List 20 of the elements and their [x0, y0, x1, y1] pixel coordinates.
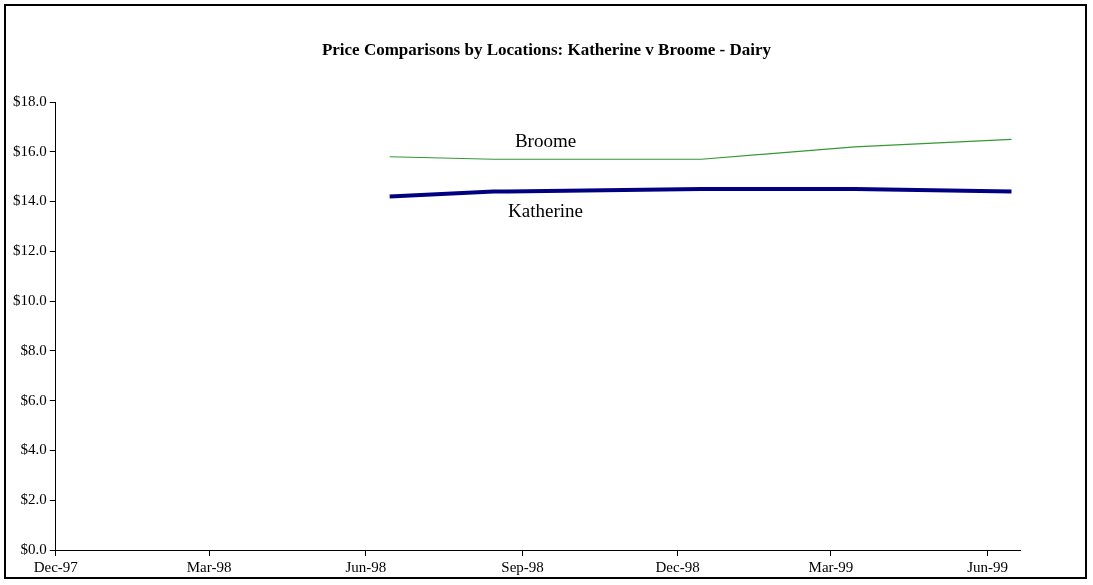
- y-tick-label: $4.0: [20, 441, 47, 458]
- y-tick-label: $12.0: [13, 242, 47, 259]
- y-tick-label: $16.0: [13, 142, 47, 159]
- y-tick-label: $14.0: [13, 192, 47, 209]
- x-tick-label: Dec-98: [655, 558, 700, 575]
- y-tick-label: $2.0: [20, 491, 47, 508]
- x-tick-label: Jun-99: [967, 558, 1009, 575]
- y-tick-label: $18.0: [13, 92, 47, 109]
- series-label: Broome: [514, 130, 577, 152]
- y-tick-label: $8.0: [20, 341, 47, 358]
- x-tick-label: Mar-98: [186, 558, 232, 575]
- y-tick-label: $0.0: [20, 540, 47, 557]
- x-tick-label: Sep-98: [501, 558, 544, 575]
- y-tick-label: $6.0: [20, 391, 47, 408]
- x-tick-label: Mar-99: [808, 558, 854, 575]
- x-tick-label: Jun-98: [345, 558, 387, 575]
- chart-title: Price Comparisons by Locations: Katherine v Broome - Dairy: [320, 40, 773, 60]
- y-tick-label: $10.0: [13, 292, 47, 309]
- x-tick-label: Dec-97: [33, 558, 79, 575]
- series-label: Katherine: [508, 200, 583, 222]
